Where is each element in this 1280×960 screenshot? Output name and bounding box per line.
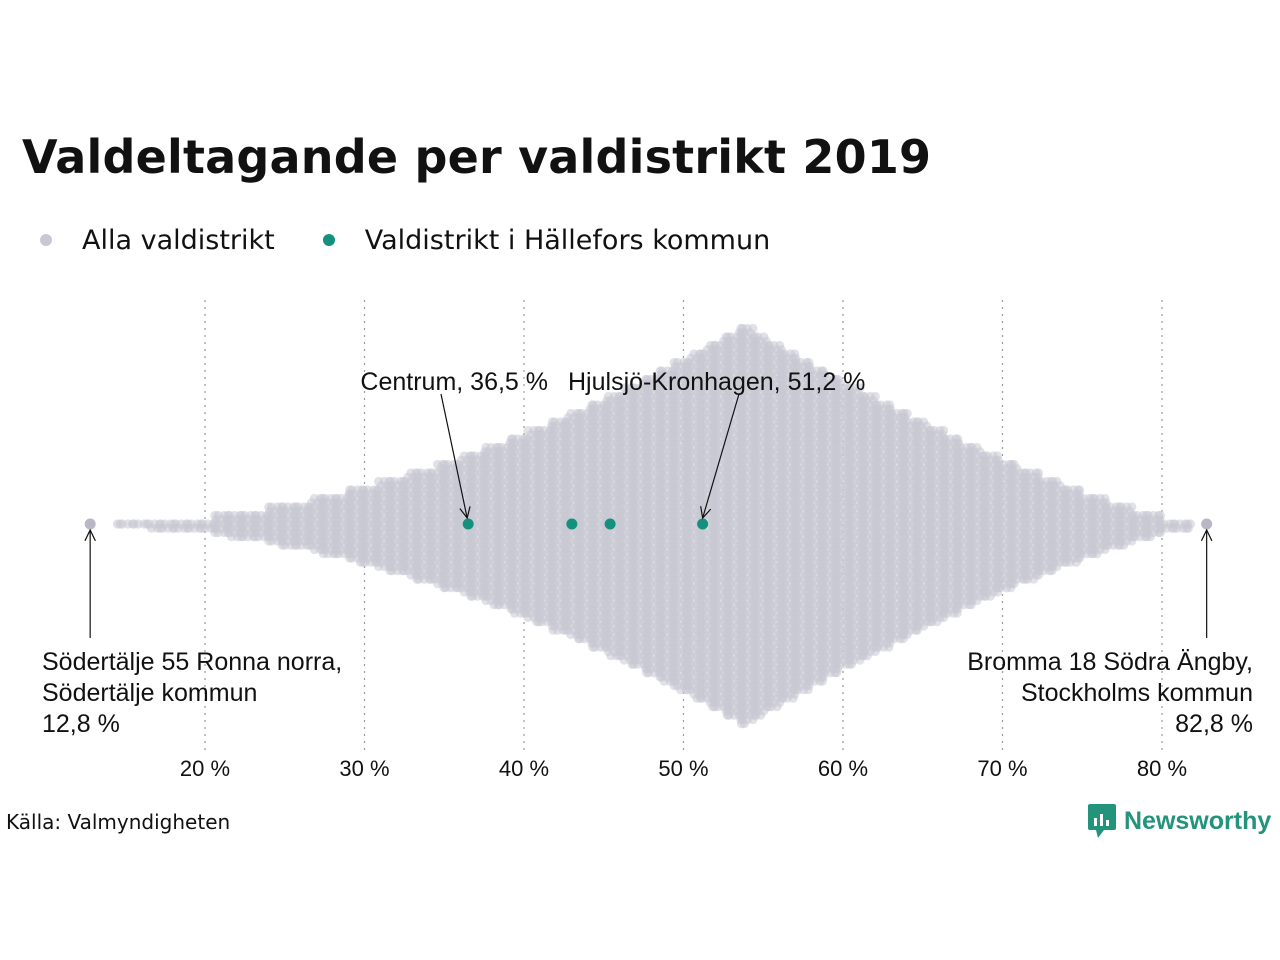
beeswarm-chart: Centrum, 36,5 % Hjulsjö-Kronhagen, 51,2 %… (42, 300, 1253, 781)
legend: Alla valdistrikt Valdistrikt i Hällefors… (40, 222, 818, 258)
legend-item-all: Alla valdistrikt (40, 225, 275, 256)
legend-label-hallefors: Valdistrikt i Hällefors kommun (364, 224, 771, 256)
legend-label-all: Alla valdistrikt (82, 224, 275, 256)
legend-item-hallefors: Valdistrikt i Hällefors kommun (322, 224, 771, 256)
chart-title: Valdeltagande per valdistrikt 2019 (22, 130, 932, 184)
legend-swatch-all (40, 234, 52, 246)
beeswarm-points (84, 323, 1213, 729)
legend-swatch-hallefors (322, 234, 335, 246)
